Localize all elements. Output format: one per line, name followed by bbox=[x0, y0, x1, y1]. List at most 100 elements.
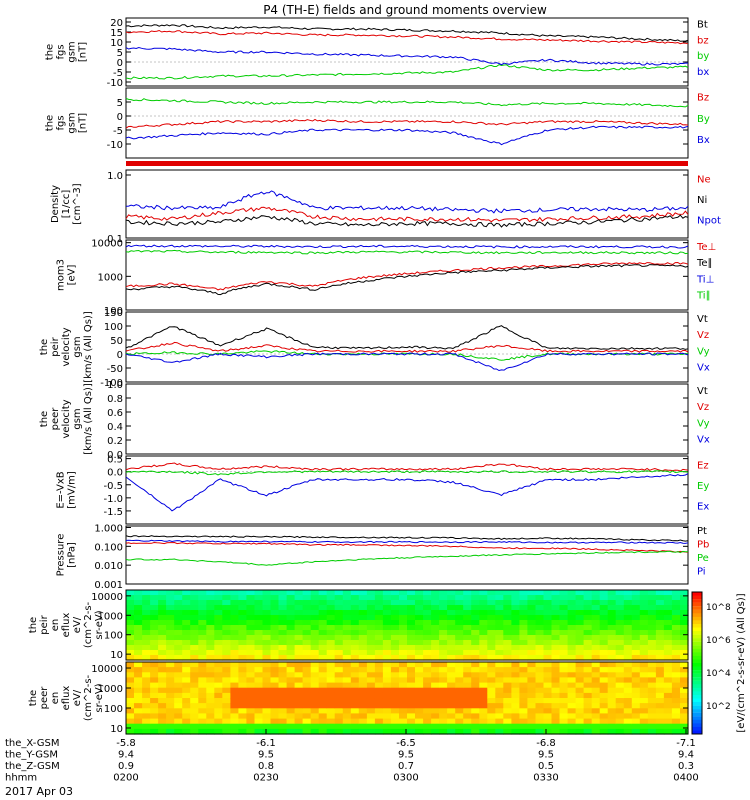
heatmap-cell bbox=[591, 672, 601, 678]
heatmap-cell bbox=[334, 605, 344, 611]
heatmap-cell bbox=[599, 692, 609, 699]
heatmap-cell bbox=[639, 615, 649, 621]
heatmap-cell bbox=[222, 615, 231, 621]
heatmap-cell bbox=[342, 645, 352, 651]
heatmap-cell bbox=[647, 635, 657, 641]
heatmap-cell bbox=[623, 723, 633, 730]
heatmap-cell bbox=[663, 595, 673, 601]
heatmap-cell bbox=[503, 610, 512, 616]
heatmap-cell bbox=[647, 672, 657, 678]
heatmap-cell bbox=[663, 600, 673, 606]
heatmap-cell bbox=[415, 595, 424, 601]
heatmap-cell bbox=[487, 708, 496, 714]
heatmap-cell bbox=[487, 718, 496, 725]
series-line-Ez bbox=[125, 462, 689, 472]
heatmap-cell bbox=[415, 718, 424, 725]
heatmap-cell bbox=[302, 708, 312, 714]
heatmap-cell bbox=[463, 728, 472, 735]
heatmap-cell bbox=[567, 713, 577, 720]
heatmap-cell bbox=[543, 635, 553, 641]
heatmap-cell bbox=[222, 718, 231, 725]
heatmap-cell bbox=[647, 605, 657, 611]
heatmap-cell bbox=[246, 703, 255, 709]
heatmap-cell bbox=[407, 687, 416, 694]
heatmap-cell bbox=[214, 645, 223, 651]
heatmap-cell bbox=[511, 698, 520, 704]
x-tick-label: 0.5 bbox=[538, 761, 554, 772]
heatmap-cell bbox=[543, 615, 553, 621]
heatmap-cell bbox=[471, 615, 480, 621]
heatmap-cell bbox=[551, 615, 561, 621]
legend-bx: bx bbox=[697, 67, 709, 78]
legend-Te⊥: Te⊥ bbox=[696, 242, 716, 253]
heatmap-cell bbox=[567, 625, 577, 631]
heatmap-cell bbox=[358, 703, 368, 709]
heatmap-cell bbox=[190, 682, 199, 689]
heatmap-cell bbox=[639, 625, 649, 631]
heatmap-cell bbox=[310, 713, 320, 720]
heatmap-cell bbox=[567, 645, 577, 651]
series-line-Pt bbox=[125, 535, 689, 542]
heatmap-cell bbox=[358, 677, 368, 684]
series-line-Ti⊥ bbox=[125, 244, 689, 249]
heatmap-cell bbox=[511, 692, 520, 699]
heatmap-cell bbox=[680, 650, 689, 656]
heatmap-cell bbox=[222, 635, 231, 641]
heatmap-cell bbox=[663, 698, 673, 704]
heatmap-cell bbox=[286, 692, 296, 699]
heatmap-cell bbox=[423, 590, 432, 596]
legend-Te∥: Te∥ bbox=[696, 258, 713, 269]
heatmap-cell bbox=[503, 667, 512, 673]
heatmap-cell bbox=[623, 645, 633, 651]
heatmap-cell bbox=[262, 687, 272, 694]
heatmap-cell bbox=[663, 620, 673, 626]
heatmap-cell bbox=[158, 635, 167, 641]
y-tick-label: 0.1 bbox=[107, 234, 123, 245]
heatmap-cell bbox=[487, 692, 496, 699]
heatmap-cell bbox=[527, 615, 536, 621]
heatmap-cell bbox=[286, 703, 296, 709]
heatmap-cell bbox=[399, 655, 408, 661]
heatmap-cell bbox=[591, 595, 601, 601]
heatmap-cell bbox=[583, 677, 593, 684]
heatmap-cell bbox=[374, 595, 384, 601]
heatmap-cell bbox=[278, 718, 288, 725]
heatmap-cell bbox=[238, 723, 247, 730]
heatmap-cell bbox=[158, 672, 167, 678]
heatmap-cell bbox=[342, 625, 352, 631]
heatmap-cell bbox=[543, 605, 553, 611]
heatmap-cell bbox=[615, 595, 625, 601]
heatmap-cell bbox=[190, 655, 199, 661]
heatmap-cell bbox=[671, 718, 681, 725]
heatmap-cell bbox=[567, 682, 577, 689]
heatmap-cell bbox=[166, 698, 175, 704]
heatmap-cell bbox=[447, 662, 456, 668]
heatmap-cell bbox=[535, 682, 545, 689]
heatmap-cell bbox=[575, 677, 585, 684]
heatmap-cell bbox=[158, 630, 167, 636]
heatmap-cell bbox=[407, 708, 416, 714]
series-line-Ex bbox=[125, 473, 689, 512]
panel-frame bbox=[125, 311, 689, 383]
heatmap-cell bbox=[142, 682, 151, 689]
heatmap-cell bbox=[358, 645, 368, 651]
heatmap-cell bbox=[583, 615, 593, 621]
heatmap-cell bbox=[519, 645, 528, 651]
heatmap-cell bbox=[302, 728, 312, 735]
heatmap-cell bbox=[310, 682, 320, 689]
heatmap-cell bbox=[358, 615, 368, 621]
heatmap-cell bbox=[431, 677, 440, 684]
legend-Pb: Pb bbox=[697, 540, 709, 551]
heatmap-cell bbox=[399, 620, 408, 626]
heatmap-cell bbox=[511, 713, 520, 720]
heatmap-cell bbox=[190, 713, 199, 720]
heatmap-cell bbox=[479, 692, 488, 699]
heatmap-cell bbox=[198, 708, 207, 714]
heatmap-cell bbox=[158, 718, 167, 725]
heatmap-cell bbox=[174, 590, 183, 596]
heatmap-cell bbox=[655, 610, 665, 616]
heatmap-cell bbox=[407, 610, 416, 616]
heatmap-cell bbox=[631, 605, 641, 611]
heatmap-cell bbox=[543, 600, 553, 606]
